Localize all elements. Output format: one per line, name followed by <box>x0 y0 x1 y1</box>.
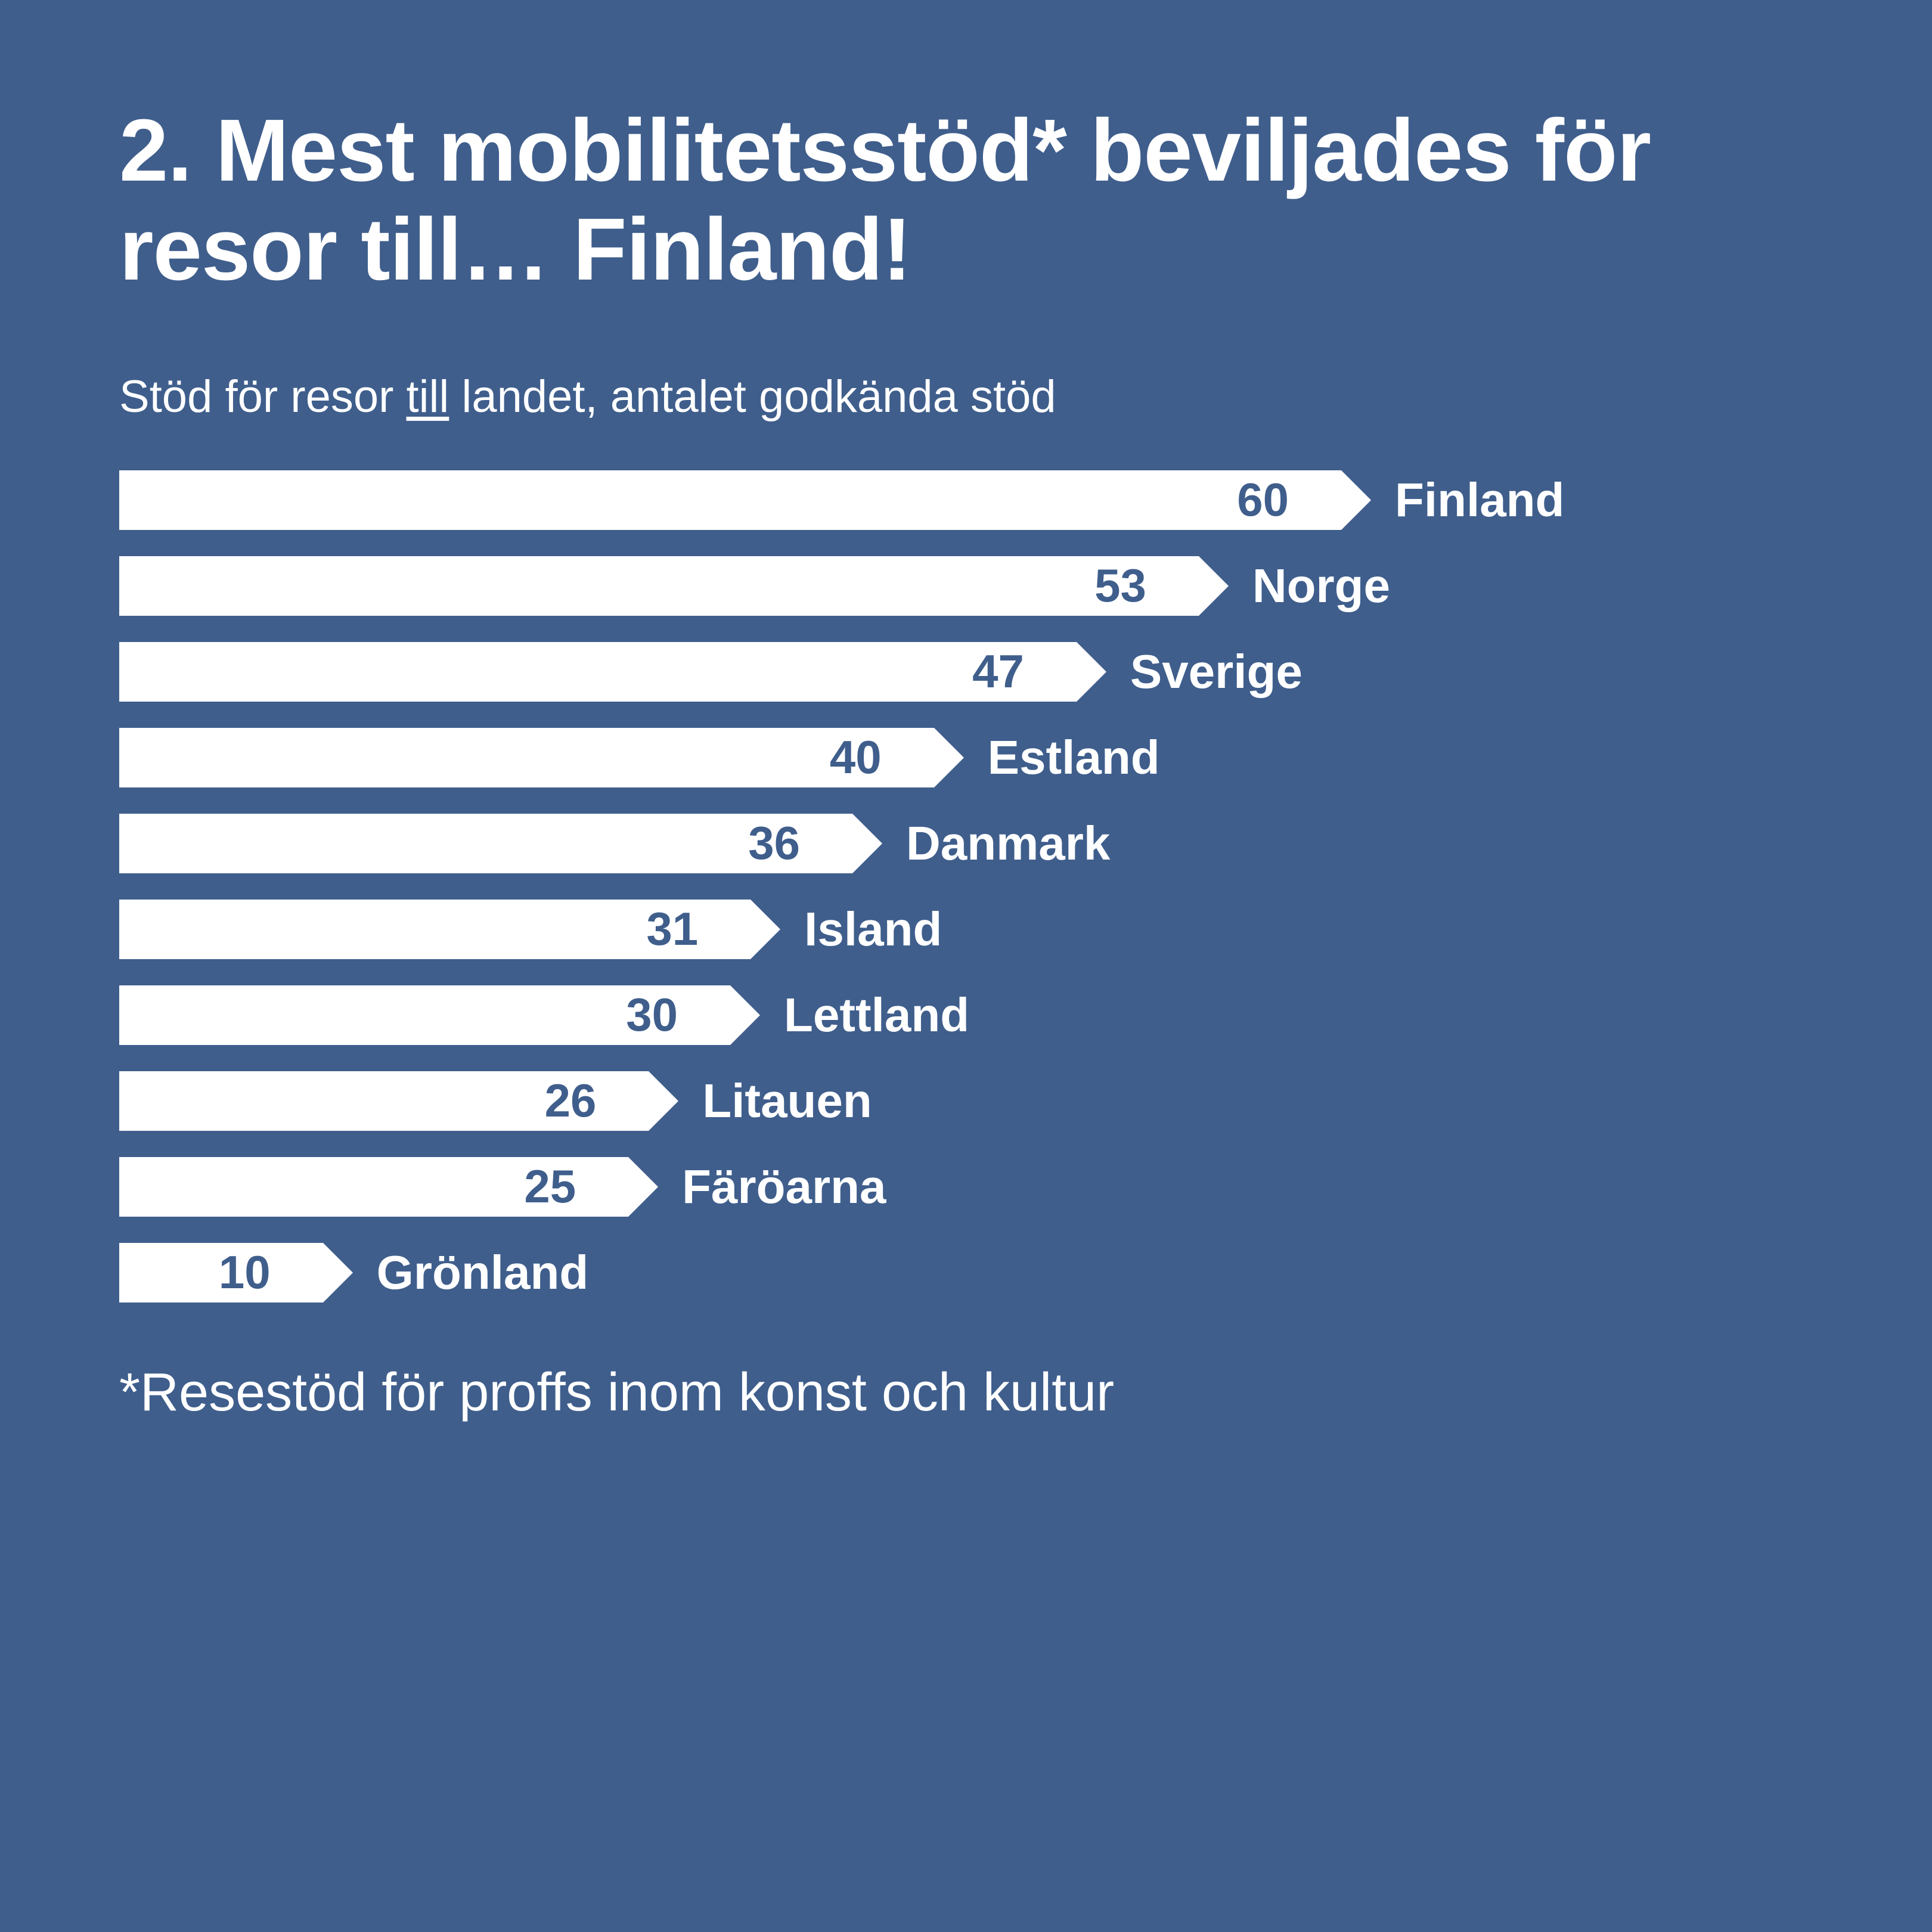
bar-row: 53 Norge <box>119 556 1813 616</box>
bar: 40 <box>119 728 934 787</box>
bar-value: 60 <box>1237 473 1289 527</box>
bar-label: Färöarna <box>682 1159 886 1214</box>
bar-row: 10 Grönland <box>119 1243 1813 1303</box>
bar-label: Grönland <box>377 1245 589 1300</box>
bar: 30 <box>119 985 730 1045</box>
bar: 31 <box>119 900 751 959</box>
bar-row: 25 Färöarna <box>119 1157 1813 1217</box>
bar-label: Lettland <box>784 988 969 1043</box>
bar-label: Litauen <box>702 1074 872 1128</box>
bar-label: Norge <box>1252 559 1390 613</box>
bar-row: 40 Estland <box>119 728 1813 787</box>
chart-title: 2. Mest mobilitetsstöd* beviljades för r… <box>119 101 1813 299</box>
bar-row: 47 Sverige <box>119 642 1813 702</box>
bar-label: Sverige <box>1130 644 1303 699</box>
chart-footnote: *Resestöd för proffs inom konst och kult… <box>119 1362 1813 1424</box>
bar: 47 <box>119 642 1077 702</box>
bar-value: 36 <box>748 816 800 870</box>
bar: 60 <box>119 470 1341 530</box>
bar-chart: 60 Finland 53 Norge 47 Sverige 40 Estland 36 Danm… <box>119 470 1813 1303</box>
bar: 25 <box>119 1157 628 1217</box>
bar-value: 25 <box>524 1159 576 1214</box>
bar-value: 47 <box>972 644 1024 699</box>
bar-label: Estland <box>988 730 1160 785</box>
bar-row: 30 Lettland <box>119 985 1813 1045</box>
bar-row: 60 Finland <box>119 470 1813 530</box>
bar-value: 40 <box>830 730 882 784</box>
subtitle-underlined: till <box>407 371 449 422</box>
subtitle-post: landet, antalet godkända stöd <box>449 371 1056 422</box>
bar-label: Island <box>804 902 942 957</box>
bar-value: 26 <box>545 1074 597 1128</box>
bar: 10 <box>119 1243 323 1303</box>
bar-value: 30 <box>626 988 678 1042</box>
bar-value: 53 <box>1094 559 1146 613</box>
bar-label: Danmark <box>906 816 1110 871</box>
bar-row: 31 Island <box>119 900 1813 959</box>
subtitle-pre: Stöd för resor <box>119 371 407 422</box>
bar-row: 26 Litauen <box>119 1071 1813 1131</box>
bar-value: 10 <box>219 1245 271 1300</box>
bar: 53 <box>119 556 1199 616</box>
bar-label: Finland <box>1395 473 1564 528</box>
bar-value: 31 <box>646 902 698 956</box>
bar: 26 <box>119 1071 649 1131</box>
bar: 36 <box>119 814 852 873</box>
bar-row: 36 Danmark <box>119 814 1813 873</box>
chart-subtitle: Stöd för resor till landet, antalet godk… <box>119 371 1813 423</box>
